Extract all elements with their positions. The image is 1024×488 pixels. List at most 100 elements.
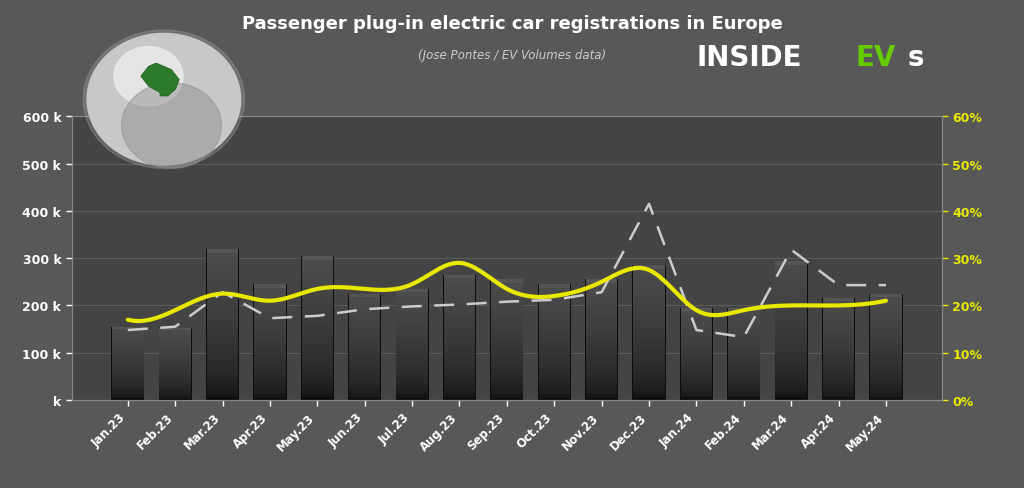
Bar [823,338,854,340]
Bar [302,342,333,345]
Bar [775,397,807,400]
Bar [870,333,902,335]
Bar [396,382,428,385]
Bar [302,297,333,300]
Bar [302,368,333,371]
Bar [396,289,428,291]
Bar [775,332,807,335]
Bar [870,366,902,367]
Bar [160,391,190,393]
Bar [681,316,712,318]
Bar [492,285,522,287]
Bar [775,309,807,312]
Bar [586,280,617,284]
Bar [492,307,522,309]
Bar [633,395,665,397]
Bar [207,375,239,379]
Bar [396,368,428,371]
Bar [396,316,428,319]
Bar [492,383,522,386]
Bar [207,366,239,369]
Bar [112,330,143,331]
Bar [539,329,570,332]
Bar [349,342,381,344]
Bar [112,378,143,379]
Bar [207,339,239,342]
Bar [112,360,143,361]
Bar [586,312,617,314]
Bar [728,331,760,333]
Bar [870,329,902,331]
Bar [396,328,428,330]
Bar [870,379,902,381]
Bar [302,350,333,353]
Bar [207,385,239,388]
Bar [681,334,712,336]
Bar [112,334,143,336]
Bar [302,300,333,303]
Bar [160,388,190,390]
Bar [728,382,760,383]
Bar [396,396,428,398]
Bar [728,310,760,312]
Bar [823,363,854,365]
Bar [492,398,522,400]
Bar [492,393,522,395]
Bar [254,367,286,369]
Bar [633,359,665,362]
Bar [302,306,333,309]
Bar [823,305,854,307]
Bar [254,327,286,329]
Bar [775,301,807,304]
Bar [823,392,854,394]
Bar [539,332,570,334]
Bar [254,334,286,337]
PathPatch shape [141,64,179,97]
Bar [207,252,239,255]
Bar [586,358,617,361]
Bar [254,353,286,355]
Bar [443,359,475,362]
Bar [443,298,475,301]
Bar [349,374,381,376]
Bar [349,337,381,340]
Bar [443,285,475,288]
Bar [775,326,807,329]
Bar [492,280,522,283]
Bar [586,329,617,331]
Bar [492,326,522,329]
Bar [112,370,143,372]
Bar [539,337,570,339]
Bar [254,350,286,353]
Bar [586,319,617,322]
Bar [681,323,712,325]
Bar [539,374,570,377]
Bar [254,388,286,391]
Bar [775,372,807,375]
Bar [539,395,570,398]
Bar [870,335,902,337]
Bar [870,307,902,309]
Bar [443,301,475,303]
Bar [539,308,570,310]
Bar [112,397,143,399]
Bar [775,380,807,383]
Bar [775,284,807,286]
Bar [302,312,333,315]
Bar [586,376,617,378]
Bar [728,389,760,391]
Bar [633,271,665,274]
Bar [681,382,712,383]
Bar [775,366,807,369]
Bar [492,322,522,324]
Bar [396,346,428,348]
Bar [112,399,143,400]
Bar [586,339,617,341]
Bar [254,384,286,386]
Bar [728,363,760,365]
Bar [681,325,712,327]
Bar [302,388,333,391]
Bar [492,302,522,305]
Bar [539,365,570,367]
Bar [254,306,286,308]
